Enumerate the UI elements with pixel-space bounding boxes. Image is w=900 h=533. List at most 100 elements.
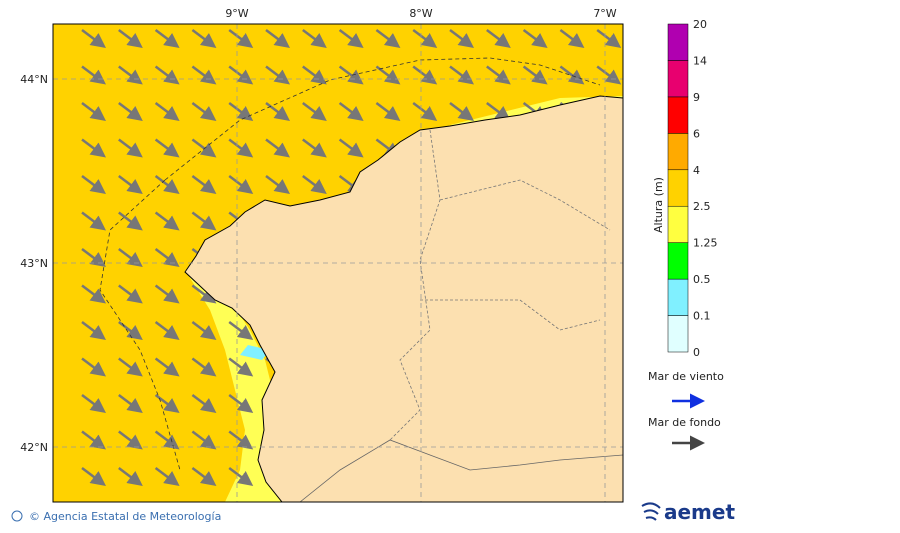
swell-arrow <box>302 29 327 48</box>
colorbar-segment <box>667 242 689 280</box>
swell-arrow <box>375 29 401 48</box>
swell-arrow <box>412 29 438 48</box>
swell-arrow <box>302 175 327 194</box>
swell-arrow <box>412 102 438 121</box>
swell-arrow <box>154 138 180 158</box>
colorbar-label: 0.1 <box>693 310 711 323</box>
swell-arrow <box>154 29 180 48</box>
colorbar-segment <box>667 60 689 98</box>
legend-label: Mar de fondo <box>648 416 721 429</box>
swell-arrow <box>228 102 254 121</box>
swell-arrow <box>154 248 180 267</box>
swell-arrow <box>338 138 364 158</box>
lat-label: 43°N <box>20 257 48 270</box>
swell-arrow <box>118 467 143 486</box>
swell-arrow <box>118 430 143 450</box>
swell-arrow <box>559 29 585 48</box>
land <box>184 95 623 502</box>
swell-arrow <box>118 248 143 267</box>
border <box>299 439 623 502</box>
colorbar-label: 2.5 <box>693 200 711 213</box>
swell-arrow <box>191 357 217 377</box>
colorbar-segment <box>667 315 689 353</box>
colorbar: 0 0.1 0.5 1.25 2.5 4 6 9 14 20 <box>667 18 718 359</box>
swell-arrow <box>191 321 217 340</box>
colorbar-segment <box>667 96 689 134</box>
footer: © Agencia Estatal de Meteorología <box>29 510 221 523</box>
swell-arrow <box>228 467 254 486</box>
swell-arrow <box>81 248 106 267</box>
swell-arrow <box>191 175 217 194</box>
swell-arrow <box>81 102 106 121</box>
swell-arrow <box>265 138 290 158</box>
swell-arrow <box>486 102 511 121</box>
swell-arrow <box>154 175 180 194</box>
swell-arrow <box>154 357 180 377</box>
swell-arrow <box>191 284 217 304</box>
lon-label: 7°W <box>593 7 616 20</box>
swell-arrow <box>154 394 180 413</box>
swell-arrow <box>154 430 180 450</box>
maritime-zone <box>99 57 601 471</box>
swell-arrow <box>154 284 180 304</box>
colorbar-label: 1.25 <box>693 237 718 250</box>
swell-arrow <box>228 394 254 413</box>
swell-arrow <box>191 102 217 121</box>
map-frame <box>52 23 624 503</box>
swell-arrow <box>118 321 143 340</box>
lat-label: 44°N <box>20 73 48 86</box>
logo: aemet <box>664 500 735 524</box>
swell-arrow <box>522 29 548 48</box>
colorbar-label: 4 <box>693 164 700 177</box>
colorbar-segment <box>667 278 689 316</box>
colorbar-label: 14 <box>693 54 707 67</box>
swell-arrow <box>154 467 180 486</box>
swell-arrow <box>118 138 143 158</box>
swell-arrow <box>118 394 143 413</box>
colorbar-title: Altura (m) <box>652 177 665 233</box>
map <box>53 24 623 502</box>
swell-arrow <box>191 211 217 231</box>
swell-arrow <box>154 321 180 340</box>
colorbar-segment <box>667 133 689 171</box>
graticule <box>53 24 623 502</box>
swell-arrow <box>81 138 106 158</box>
swell-arrow <box>302 65 327 85</box>
colorbar-segment <box>667 205 689 243</box>
swell-arrow <box>118 102 143 121</box>
swell-arrow <box>81 211 106 231</box>
swell-arrow <box>81 284 106 304</box>
swell-arrow <box>596 29 622 48</box>
swell-arrow <box>228 138 254 158</box>
swell-arrow <box>375 102 401 121</box>
swell-arrow <box>338 102 364 121</box>
swell-arrow <box>118 357 143 377</box>
swell-arrow <box>154 102 180 121</box>
swell-arrow <box>81 321 106 340</box>
swell-arrow <box>449 102 474 121</box>
lon-label: 9°W <box>225 7 248 20</box>
swell-arrow <box>81 430 106 450</box>
colorbar-segment <box>667 23 689 61</box>
legend-label: Mar de viento <box>648 370 724 383</box>
swell-arrow <box>191 394 217 413</box>
swell-arrow <box>265 175 290 194</box>
swell-arrow <box>302 138 327 158</box>
colorbar-label: 6 <box>693 127 700 140</box>
swell-arrow <box>302 102 327 121</box>
swell-arrow <box>81 467 106 486</box>
colorbar-segment <box>667 169 689 207</box>
swell-arrow <box>265 102 290 121</box>
lon-label: 8°W <box>409 7 432 20</box>
swell-arrow <box>118 175 143 194</box>
colorbar-label: 0 <box>693 346 700 359</box>
colorbar-label: 20 <box>693 18 707 31</box>
logo-mark <box>641 502 661 521</box>
swell-arrow <box>449 29 474 48</box>
swell-arrow <box>118 29 143 48</box>
swell-arrow <box>228 321 254 340</box>
swell-arrow <box>191 138 217 158</box>
swell-arrow <box>228 430 254 450</box>
swell-arrow <box>81 394 106 413</box>
swell-arrow <box>118 211 143 231</box>
